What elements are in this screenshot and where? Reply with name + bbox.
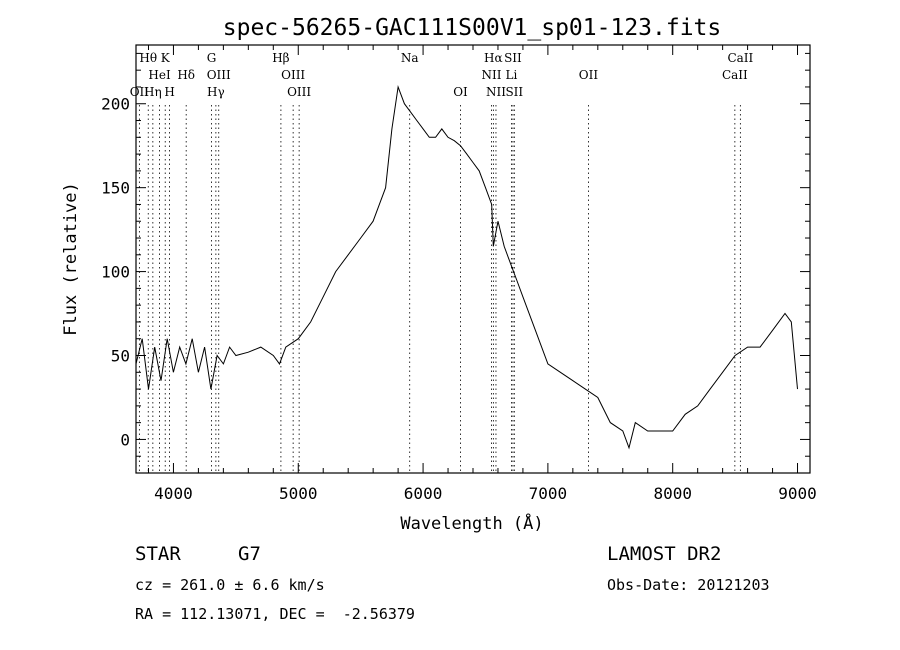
y-tick-label: 0: [120, 430, 130, 449]
x-tick-label: 5000: [279, 484, 318, 503]
y-tick-label: 150: [101, 179, 130, 198]
line-label: OIII: [281, 68, 305, 82]
x-tick-label: 9000: [778, 484, 817, 503]
line-label: Li: [506, 68, 518, 82]
x-tick-label: 6000: [404, 484, 443, 503]
x-tick-label: 4000: [154, 484, 193, 503]
x-axis-label: Wavelength (Å): [400, 512, 543, 534]
line-label: Hδ: [177, 68, 195, 82]
subclass-label: G7: [238, 543, 261, 565]
line-label: CaII: [727, 51, 753, 65]
line-label: OII: [130, 85, 150, 99]
survey-label: LAMOST DR2: [607, 543, 722, 565]
line-label: OIII: [287, 85, 311, 99]
line-label: SII: [505, 85, 523, 99]
line-label: Hα: [484, 51, 503, 65]
y-tick-label: 200: [101, 95, 130, 114]
line-label: HeI: [148, 68, 171, 82]
spectrum-line: [135, 85, 798, 450]
x-tick-label: 8000: [653, 484, 692, 503]
chart-title: spec-56265-GAC111S00V1_sp01-123.fits: [223, 15, 722, 41]
line-label: K: [161, 51, 171, 65]
line-label: NII: [486, 85, 506, 99]
coords-label: RA = 112.13071, DEC = -2.56379: [135, 605, 415, 623]
obs-date-label: Obs-Date: 20121203: [607, 576, 770, 594]
y-tick-label: 50: [111, 347, 130, 366]
object-type-label: STAR: [135, 543, 181, 565]
x-tick-label: 7000: [529, 484, 568, 503]
redshift-label: cz = 261.0 ± 6.6 km/s: [135, 576, 325, 594]
y-axis-label: Flux (relative): [61, 182, 81, 336]
line-label: Hβ: [272, 51, 289, 65]
y-tick-label: 100: [101, 263, 130, 282]
line-label: OIII: [207, 68, 231, 82]
line-label: SII: [504, 51, 522, 65]
plot-frame: [135, 44, 811, 474]
line-label: CaII: [722, 68, 748, 82]
line-label: Hη: [144, 85, 162, 99]
line-label: OII: [579, 68, 599, 82]
line-label: OI: [453, 85, 468, 99]
line-label: NII: [481, 68, 501, 82]
line-label: Na: [401, 51, 419, 65]
line-label: Hγ: [207, 85, 225, 99]
line-label: Hθ: [139, 51, 157, 65]
line-label: H: [164, 85, 174, 99]
axis-ticks: 4000 5000 6000 7000 8000 9000 0 50 100 150 200: [101, 45, 817, 503]
line-label: G: [207, 51, 217, 65]
